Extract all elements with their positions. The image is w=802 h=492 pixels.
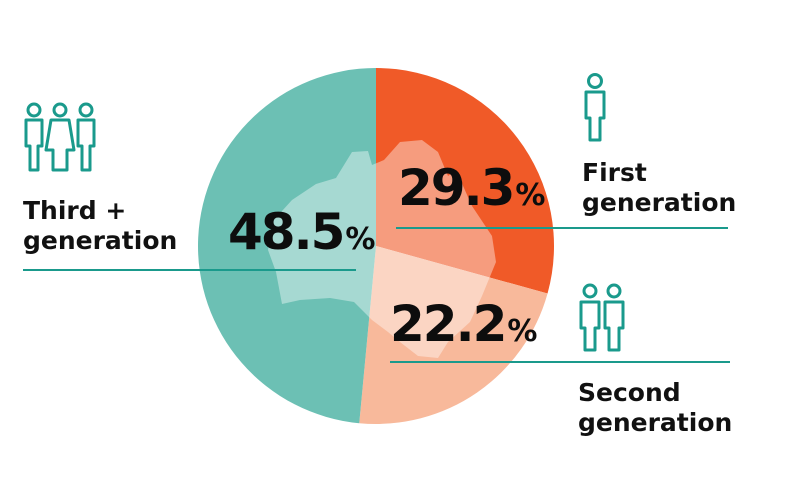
value-second: 22.2 [390, 295, 507, 353]
data-label-first: 29.3% [398, 160, 545, 224]
percent-sign-first: % [515, 178, 546, 213]
three-people-icon [22, 100, 98, 174]
pie-slice-third-generation [197, 68, 376, 424]
pie-slice-second-generation [359, 246, 548, 424]
value-first: 29.3 [398, 159, 515, 217]
australia-map-overlay [268, 140, 496, 358]
two-people-icon [578, 282, 626, 352]
percent-sign-third: % [345, 222, 376, 257]
percent-sign-second: % [507, 314, 538, 349]
label-second-generation: Second generation [578, 378, 732, 438]
label-third-generation: Third + generation [23, 196, 177, 256]
pie-slice-first-generation [376, 68, 554, 294]
label-first-line1: First [582, 158, 647, 187]
pie-slices [197, 68, 554, 424]
value-third: 48.5 [228, 203, 345, 261]
label-third-line1: Third + [23, 196, 127, 225]
label-second-line1: Second [578, 378, 681, 407]
data-label-second: 22.2% [390, 296, 537, 360]
single-person-icon [582, 72, 608, 142]
label-third-line2: generation [23, 226, 178, 255]
data-label-third: 48.5% [228, 204, 375, 268]
label-first-generation: First generation [582, 158, 736, 218]
label-first-line2: generation [582, 188, 737, 217]
label-second-line2: generation [578, 408, 733, 437]
